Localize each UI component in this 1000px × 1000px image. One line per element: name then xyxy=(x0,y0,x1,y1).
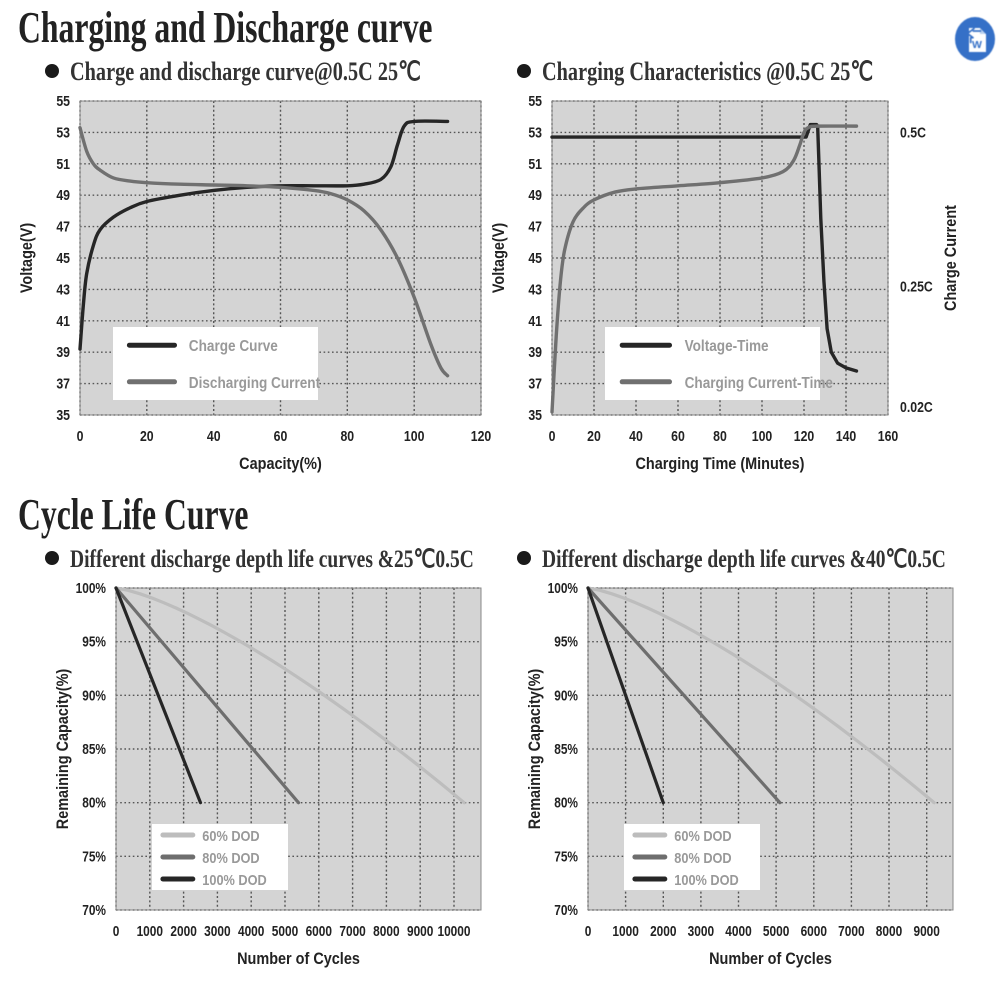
svg-text:2000: 2000 xyxy=(650,923,676,939)
svg-text:140: 140 xyxy=(836,428,857,444)
svg-text:120: 120 xyxy=(794,428,815,444)
svg-text:Voltage-Time: Voltage-Time xyxy=(685,338,769,355)
svg-text:Charging Current-Time: Charging Current-Time xyxy=(685,375,833,392)
svg-text:8000: 8000 xyxy=(876,923,902,939)
svg-text:75%: 75% xyxy=(82,848,106,864)
svg-text:5000: 5000 xyxy=(272,923,298,939)
svg-text:0.25C: 0.25C xyxy=(900,278,933,294)
svg-text:41: 41 xyxy=(528,313,542,329)
svg-text:70%: 70% xyxy=(82,902,106,918)
svg-text:Voltage(V): Voltage(V) xyxy=(490,223,508,293)
svg-text:100: 100 xyxy=(752,428,773,444)
svg-text:20: 20 xyxy=(140,428,154,444)
svg-text:5000: 5000 xyxy=(763,923,789,939)
svg-text:39: 39 xyxy=(528,344,542,360)
svg-text:3000: 3000 xyxy=(204,923,230,939)
svg-text:90%: 90% xyxy=(554,687,578,703)
svg-text:8000: 8000 xyxy=(373,923,399,939)
svg-text:53: 53 xyxy=(528,124,542,140)
svg-text:1000: 1000 xyxy=(137,923,163,939)
svg-text:37: 37 xyxy=(56,375,70,391)
svg-text:120: 120 xyxy=(471,428,492,444)
svg-text:39: 39 xyxy=(56,344,70,360)
svg-text:1000: 1000 xyxy=(612,923,638,939)
svg-text:80%: 80% xyxy=(82,795,106,811)
svg-text:45: 45 xyxy=(528,250,542,266)
svg-text:0.02C: 0.02C xyxy=(900,399,933,415)
svg-text:90%: 90% xyxy=(82,687,106,703)
svg-text:70%: 70% xyxy=(554,902,578,918)
svg-text:0.5C: 0.5C xyxy=(900,124,926,140)
svg-text:Voltage(V): Voltage(V) xyxy=(18,223,36,293)
svg-text:9000: 9000 xyxy=(407,923,433,939)
svg-text:80: 80 xyxy=(713,428,727,444)
svg-text:51: 51 xyxy=(528,156,542,172)
svg-text:40: 40 xyxy=(629,428,643,444)
svg-text:6000: 6000 xyxy=(306,923,332,939)
svg-text:Number of Cycles: Number of Cycles xyxy=(709,950,832,968)
svg-text:7000: 7000 xyxy=(838,923,864,939)
svg-text:51: 51 xyxy=(56,156,70,172)
svg-text:7000: 7000 xyxy=(339,923,365,939)
svg-text:Charge Current: Charge Current xyxy=(942,204,960,311)
svg-text:Discharging Current: Discharging Current xyxy=(189,375,320,392)
svg-text:160: 160 xyxy=(878,428,899,444)
svg-text:20: 20 xyxy=(587,428,601,444)
svg-text:Charge Curve: Charge Curve xyxy=(189,338,278,355)
svg-text:80: 80 xyxy=(340,428,354,444)
svg-text:47: 47 xyxy=(528,218,542,234)
svg-text:35: 35 xyxy=(56,407,70,423)
svg-text:43: 43 xyxy=(528,281,542,297)
svg-text:0: 0 xyxy=(549,428,556,444)
svg-text:80% DOD: 80% DOD xyxy=(202,849,259,866)
svg-text:37: 37 xyxy=(528,375,542,391)
svg-text:47: 47 xyxy=(56,218,70,234)
svg-text:100% DOD: 100% DOD xyxy=(202,871,266,888)
svg-text:85%: 85% xyxy=(554,741,578,757)
svg-text:95%: 95% xyxy=(82,634,106,650)
svg-text:Remaining Capacity(%): Remaining Capacity(%) xyxy=(54,669,72,829)
svg-text:60: 60 xyxy=(671,428,685,444)
svg-text:49: 49 xyxy=(528,187,542,203)
svg-text:60% DOD: 60% DOD xyxy=(674,827,731,844)
svg-text:49: 49 xyxy=(56,187,70,203)
svg-text:10000: 10000 xyxy=(437,923,470,939)
svg-text:60% DOD: 60% DOD xyxy=(202,827,259,844)
svg-text:2000: 2000 xyxy=(170,923,196,939)
svg-text:80% DOD: 80% DOD xyxy=(674,849,731,866)
svg-text:Charging Time (Minutes): Charging Time (Minutes) xyxy=(635,455,804,473)
svg-text:Remaining Capacity(%): Remaining Capacity(%) xyxy=(526,669,544,829)
svg-text:41: 41 xyxy=(56,313,70,329)
svg-text:100: 100 xyxy=(404,428,425,444)
svg-text:Capacity(%): Capacity(%) xyxy=(239,455,322,473)
svg-text:100% DOD: 100% DOD xyxy=(674,871,738,888)
svg-text:100%: 100% xyxy=(76,580,107,596)
svg-text:60: 60 xyxy=(274,428,288,444)
svg-text:Number of Cycles: Number of Cycles xyxy=(237,950,360,968)
svg-text:95%: 95% xyxy=(554,634,578,650)
svg-text:0: 0 xyxy=(585,923,592,939)
svg-text:85%: 85% xyxy=(82,741,106,757)
svg-text:40: 40 xyxy=(207,428,221,444)
svg-text:0: 0 xyxy=(77,428,84,444)
svg-text:9000: 9000 xyxy=(913,923,939,939)
svg-text:45: 45 xyxy=(56,250,70,266)
svg-text:4000: 4000 xyxy=(238,923,264,939)
svg-text:75%: 75% xyxy=(554,848,578,864)
svg-text:3000: 3000 xyxy=(688,923,714,939)
svg-text:0: 0 xyxy=(113,923,120,939)
svg-text:100%: 100% xyxy=(548,580,579,596)
svg-text:53: 53 xyxy=(56,124,70,140)
svg-text:43: 43 xyxy=(56,281,70,297)
svg-text:35: 35 xyxy=(528,407,542,423)
svg-text:55: 55 xyxy=(56,95,70,109)
svg-text:4000: 4000 xyxy=(725,923,751,939)
svg-text:6000: 6000 xyxy=(801,923,827,939)
svg-text:W: W xyxy=(972,39,982,51)
svg-text:80%: 80% xyxy=(554,795,578,811)
svg-text:55: 55 xyxy=(528,95,542,109)
